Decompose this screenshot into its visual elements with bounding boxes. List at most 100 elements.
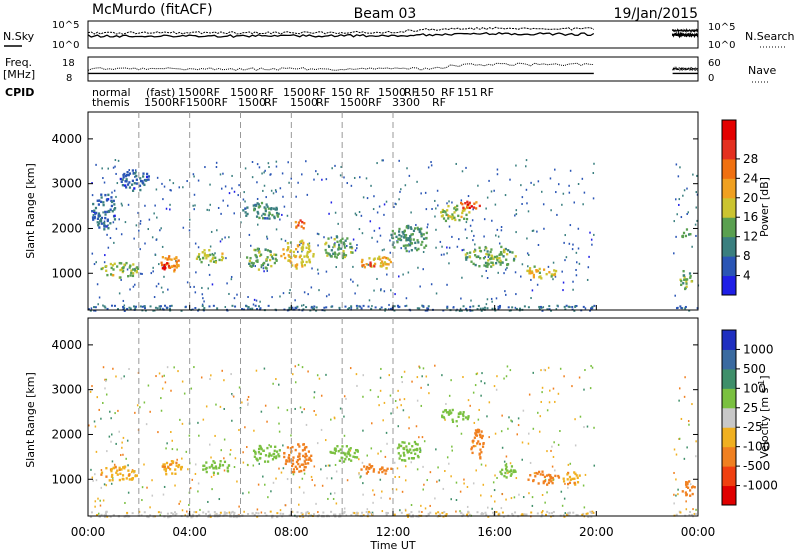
heatmap-cell — [428, 392, 430, 395]
heatmap-cell — [308, 457, 312, 461]
heatmap-cell — [525, 159, 528, 162]
heatmap-cell — [219, 511, 222, 514]
heatmap-cell — [589, 510, 592, 513]
heatmap-cell — [110, 266, 113, 270]
heatmap-cell — [250, 261, 253, 265]
heatmap-cell — [275, 455, 278, 458]
heatmap-cell — [505, 375, 508, 378]
heatmap-cell — [92, 214, 95, 217]
heatmap-cell — [505, 498, 507, 501]
heatmap-cell — [247, 307, 249, 310]
heatmap-cell — [127, 469, 130, 472]
heatmap-cell — [382, 262, 385, 265]
heatmap-cell — [446, 252, 448, 255]
heatmap-cell — [505, 476, 508, 479]
heatmap-cell — [423, 483, 425, 486]
x-axis-label: Time UT — [369, 539, 415, 552]
heatmap-cell — [569, 462, 572, 465]
heatmap-cell — [316, 374, 319, 377]
heatmap-cell — [333, 416, 336, 419]
heatmap-cell — [677, 175, 680, 178]
heatmap-cell — [407, 457, 411, 460]
cpid-word: 1500 — [283, 86, 311, 99]
heatmap-cell — [242, 209, 245, 212]
power-colorbar-label: Power [dB] — [758, 177, 771, 237]
heatmap-cell — [366, 454, 369, 457]
heatmap-cell — [522, 409, 525, 412]
heatmap-cell — [685, 485, 688, 488]
heatmap-cell — [410, 233, 413, 236]
heatmap-cell — [380, 496, 382, 499]
heatmap-cell — [202, 256, 205, 260]
heatmap-cell — [383, 290, 386, 293]
heatmap-cell — [405, 238, 409, 242]
heatmap-cell — [422, 367, 425, 370]
heatmap-cell — [458, 412, 461, 415]
heatmap-cell — [465, 307, 468, 310]
heatmap-cell — [348, 307, 351, 310]
heatmap-cell — [484, 261, 488, 265]
heatmap-cell — [455, 510, 457, 513]
heatmap-cell — [682, 194, 684, 197]
heatmap-cell — [349, 447, 352, 450]
heatmap-cell — [347, 451, 350, 455]
heatmap-cell — [482, 307, 485, 310]
heatmap-cell — [675, 453, 678, 456]
heatmap-cell — [118, 218, 120, 221]
heatmap-cell — [256, 515, 259, 518]
heatmap-cell — [128, 172, 132, 175]
heatmap-cell — [210, 463, 214, 467]
heatmap-cell — [694, 223, 697, 226]
heatmap-cell — [333, 251, 336, 254]
heatmap-cell — [260, 201, 264, 205]
heatmap-cell — [105, 264, 108, 268]
heatmap-cell — [538, 267, 541, 271]
heatmap-cell — [300, 469, 303, 473]
heatmap-cell — [460, 201, 463, 205]
heatmap-cell — [143, 183, 146, 187]
cpid-text: normal (fast) 1500 RF 1500 RF 1500 RF 150 RF 1500R… — [92, 86, 494, 109]
heatmap-cell — [338, 459, 341, 463]
heatmap-cell — [332, 252, 335, 255]
heatmap-cell — [286, 242, 289, 245]
heatmap-cell — [500, 430, 503, 433]
heatmap-cell — [162, 265, 165, 268]
heatmap-cell — [127, 274, 130, 278]
heatmap-cell — [202, 511, 205, 514]
heatmap-cell — [383, 203, 386, 206]
heatmap-cell — [404, 509, 407, 512]
heatmap-cell — [269, 445, 272, 448]
heatmap-cell — [165, 263, 168, 266]
heatmap-cell — [514, 255, 517, 258]
heatmap-cell — [157, 282, 160, 285]
heatmap-cell — [590, 364, 592, 367]
heatmap-cell — [477, 184, 479, 187]
heatmap-cell — [523, 305, 526, 308]
heatmap-cell — [497, 235, 500, 238]
heatmap-cell — [297, 443, 300, 446]
heatmap-cell — [111, 460, 114, 463]
heatmap-cell — [197, 490, 199, 493]
heatmap-cell — [402, 244, 405, 248]
heatmap-cell — [378, 205, 381, 208]
heatmap-cell — [257, 203, 260, 206]
cpid-word: 1500 — [340, 96, 368, 109]
heatmap-cell — [404, 459, 407, 462]
heatmap-cell — [339, 407, 342, 410]
heatmap-cell — [559, 430, 561, 433]
cpid-word: themis — [92, 96, 130, 109]
heatmap-cell — [122, 176, 125, 179]
heatmap-cell — [297, 363, 300, 366]
heatmap-cell — [164, 257, 167, 260]
heatmap-cell — [575, 304, 578, 307]
heatmap-cell — [228, 511, 231, 514]
heatmap-cell — [510, 465, 514, 468]
heatmap-cell — [225, 511, 228, 514]
heatmap-cell — [398, 159, 400, 162]
heatmap-cell — [371, 513, 374, 516]
heatmap-cell — [162, 493, 165, 496]
heatmap-cell — [317, 233, 320, 236]
heatmap-cell — [256, 308, 259, 311]
heatmap-cell — [307, 293, 309, 296]
heatmap-cell — [176, 448, 178, 451]
